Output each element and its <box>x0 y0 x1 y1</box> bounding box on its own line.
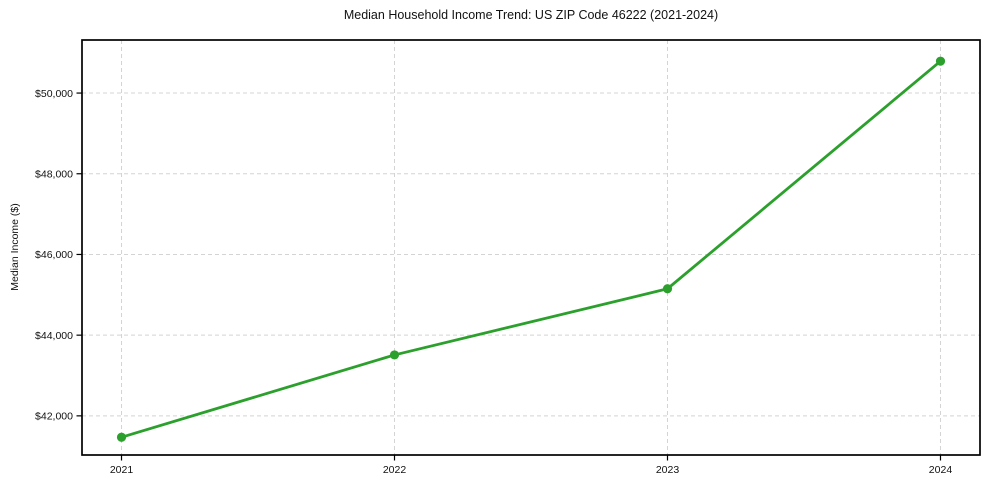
data-point-marker <box>935 56 946 66</box>
trend-line <box>120 59 942 439</box>
y-tick-label: $44,000 <box>35 330 73 342</box>
chart-title: Median Household Income Trend: US ZIP Co… <box>343 8 719 22</box>
data-point-marker <box>662 284 673 294</box>
x-tick-label: 2021 <box>110 464 134 476</box>
y-tick-label: $46,000 <box>35 249 73 261</box>
data-point-marker <box>116 432 127 442</box>
x-tick-label: 2023 <box>656 464 680 476</box>
y-tick-label: $42,000 <box>35 411 73 423</box>
y-tick-label: $50,000 <box>35 88 73 100</box>
x-tick-label: 2022 <box>383 464 407 476</box>
plot-border <box>81 39 981 456</box>
x-tick-label: 2024 <box>929 464 953 476</box>
y-tick-label: $48,000 <box>35 168 73 180</box>
data-point-marker <box>389 350 400 360</box>
